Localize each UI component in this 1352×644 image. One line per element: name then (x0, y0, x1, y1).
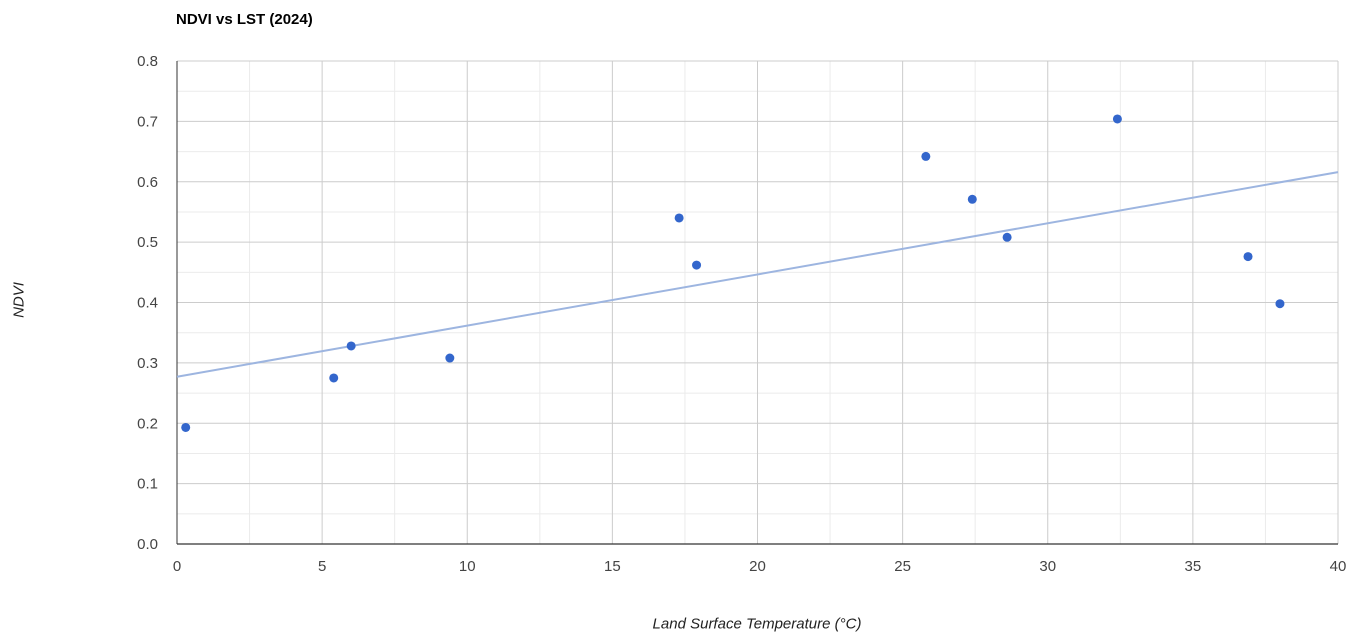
y-tick-labels: 0.0 0.1 0.2 0.3 0.4 0.5 0.6 0.7 0.8 (137, 53, 158, 553)
x-tick-label: 5 (318, 558, 326, 575)
data-point (1002, 232, 1012, 242)
x-tick-label: 15 (604, 558, 621, 575)
data-point (1112, 114, 1122, 124)
y-tick-label: 0.4 (137, 295, 158, 312)
trendline (176, 171, 1339, 378)
data-point (921, 151, 931, 161)
data-point (329, 373, 339, 383)
trendline-layer (176, 171, 1339, 378)
chart-title: NDVI vs LST (2024) (176, 11, 313, 28)
x-tick-label: 35 (1185, 558, 1202, 575)
y-axis-label: NDVI (10, 282, 28, 318)
y-tick-label: 0.8 (137, 53, 158, 70)
x-tick-label: 25 (894, 558, 911, 575)
x-tick-label: 10 (459, 558, 476, 575)
data-point (692, 260, 702, 270)
y-tick-label: 0.1 (137, 476, 158, 493)
y-tick-label: 0.5 (137, 234, 158, 251)
data-point (1275, 299, 1285, 309)
x-tick-label: 0 (173, 558, 181, 575)
y-tick-label: 0.7 (137, 113, 158, 130)
data-point (346, 341, 356, 351)
data-point (181, 422, 191, 432)
y-tick-label: 0.2 (137, 415, 158, 432)
axes (176, 61, 1338, 545)
x-axis-label: Land Surface Temperature (°C) (652, 615, 862, 633)
data-point (674, 213, 684, 223)
major-gridlines (177, 60, 1339, 544)
y-tick-label: 0.3 (137, 355, 158, 372)
x-tick-label: 30 (1039, 558, 1056, 575)
x-tick-label: 20 (749, 558, 766, 575)
data-point (1243, 252, 1253, 262)
data-point (967, 194, 977, 204)
points-layer (181, 114, 1285, 432)
data-point (445, 353, 455, 363)
y-tick-label: 0.6 (137, 174, 158, 191)
y-tick-label: 0.0 (137, 536, 158, 553)
x-tick-label: 40 (1330, 558, 1347, 575)
x-tick-labels: 0 5 10 15 20 25 30 35 40 (173, 558, 1347, 575)
